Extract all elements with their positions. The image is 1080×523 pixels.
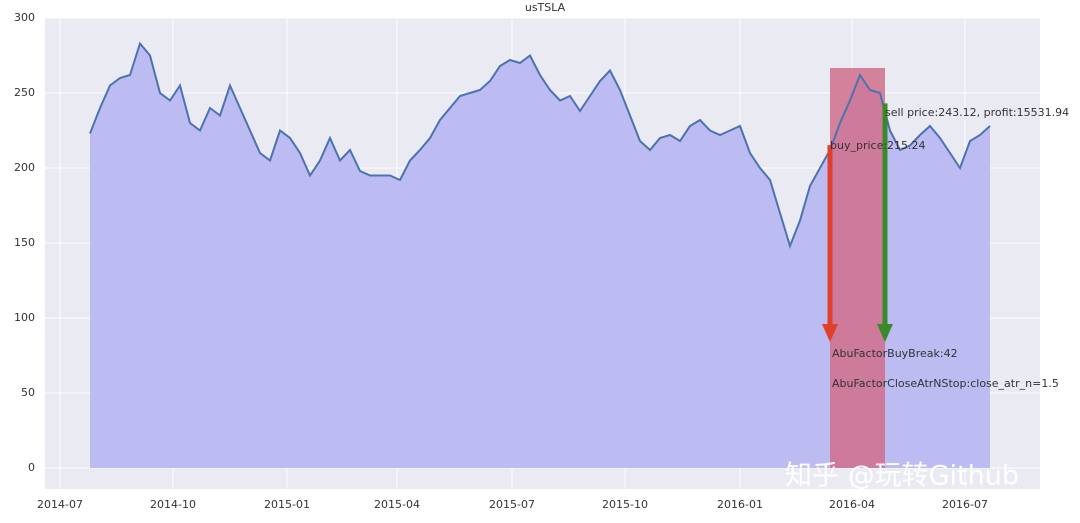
y-tick-label: 0 [28,461,35,474]
x-tick-label: 2015-04 [374,498,420,511]
strategy-label: AbuFactorCloseAtrNStop:close_atr_n=1.5 [832,377,1059,390]
y-tick-label: 250 [14,86,35,99]
sell-label: sell price:243.12, profit:15531.94 [885,106,1069,119]
sell-arrow-head [877,324,893,342]
y-tick-label: 300 [14,11,35,24]
x-tick-label: 2015-07 [489,498,535,511]
watermark: 知乎 @玩转Github [785,461,1019,492]
x-tick-label: 2016-01 [717,498,763,511]
buy-label: buy_price:215.24 [830,139,926,152]
y-tick-label: 150 [14,236,35,249]
x-tick-label: 2015-10 [602,498,648,511]
buy-arrow-head [822,324,838,342]
x-tick-label: 2016-07 [942,498,988,511]
x-tick-label: 2015-01 [264,498,310,511]
strategy-label: AbuFactorBuyBreak:42 [832,347,958,360]
price-line [89,41,991,250]
x-tick-label: 2014-10 [150,498,196,511]
x-tick-label: 2016-04 [829,498,875,511]
y-tick-label: 50 [21,386,35,399]
y-tick-label: 200 [14,161,35,174]
x-tick-label: 2014-07 [37,498,83,511]
price-area [90,43,990,468]
holding-span [830,68,885,468]
chart-title: usTSLA [525,1,566,14]
y-tick-label: 100 [14,311,35,324]
